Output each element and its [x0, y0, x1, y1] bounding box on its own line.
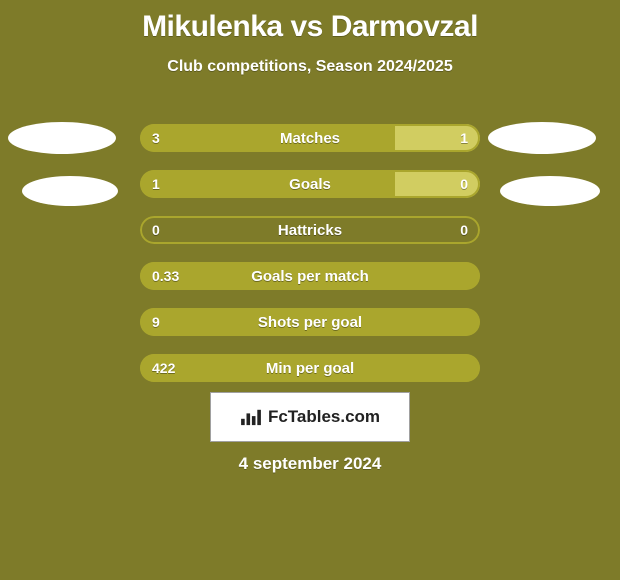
stat-label: Hattricks: [140, 216, 480, 244]
subtitle: Club competitions, Season 2024/2025: [0, 58, 620, 76]
stat-bar-border: [140, 216, 480, 244]
stat-row: Goals per match0.33: [140, 262, 480, 290]
decorative-blob-right-top: [488, 122, 596, 154]
stat-bar-left: [140, 308, 480, 336]
stat-bar-left: [140, 262, 480, 290]
stat-bar-right: [395, 124, 480, 152]
stat-value-left: 0: [152, 216, 160, 244]
bars-icon: [240, 408, 262, 426]
fctables-logo: FcTables.com: [210, 392, 410, 442]
player2-name: Darmovzal: [331, 10, 478, 43]
decorative-blob-right-mid: [500, 176, 600, 206]
logo-text: FcTables.com: [268, 407, 380, 427]
stat-row: Hattricks0 0: [140, 216, 480, 244]
comparison-infographic: Mikulenka vs Darmovzal Club competitions…: [0, 0, 620, 580]
stat-row: Min per goal422: [140, 354, 480, 382]
stat-bar-right: [395, 170, 480, 198]
stat-row: Goals10: [140, 170, 480, 198]
vs-label: vs: [290, 10, 322, 43]
stat-bar-left: [140, 124, 395, 152]
stat-row: Shots per goal9: [140, 308, 480, 336]
date-label: 4 september 2024: [0, 454, 620, 474]
stat-value-right: 0: [460, 216, 468, 244]
stat-bar-left: [140, 354, 480, 382]
decorative-blob-left-top: [8, 122, 116, 154]
player1-name: Mikulenka: [142, 10, 283, 43]
page-title: Mikulenka vs Darmovzal: [0, 0, 620, 44]
stat-rows: Matches31 Goals10 Hattricks0 0 Goals per mat…: [140, 124, 480, 400]
stat-bar-left: [140, 170, 395, 198]
stat-row: Matches31: [140, 124, 480, 152]
decorative-blob-left-mid: [22, 176, 118, 206]
